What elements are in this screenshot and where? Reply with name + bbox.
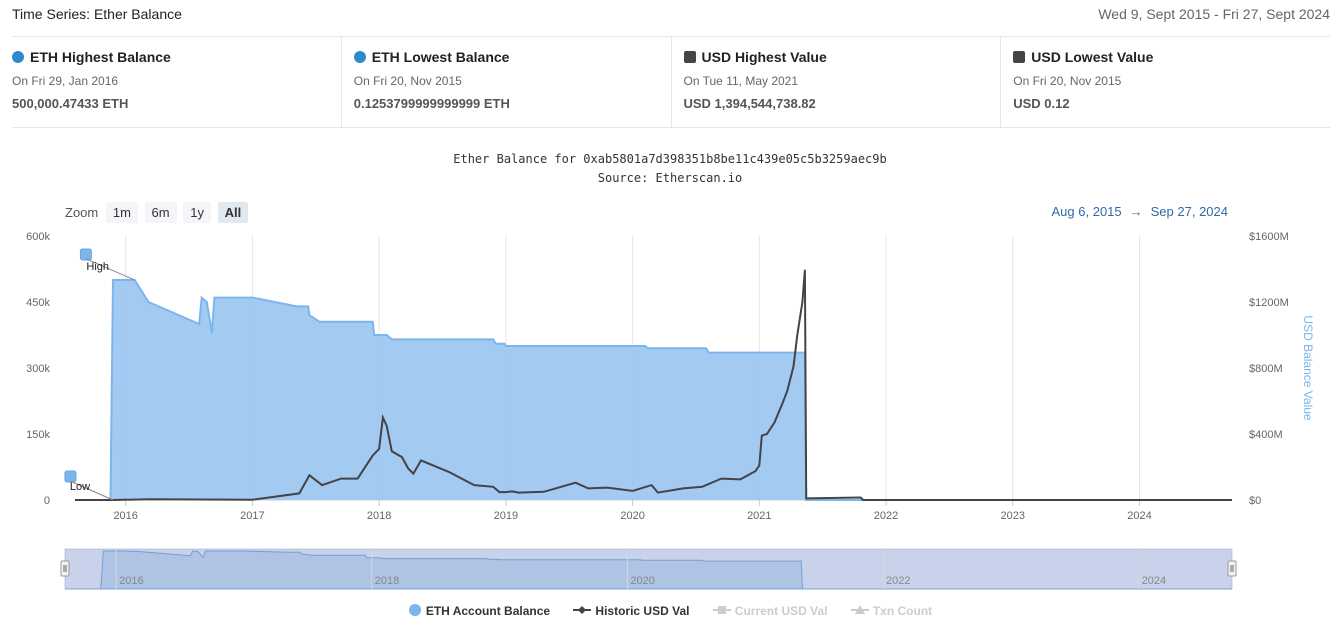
stats-row: ETH Highest Balance On Fri 29, Jan 2016 … <box>12 37 1330 128</box>
y-tick-label-left: 600k <box>26 231 50 243</box>
stat-value: 0.1253799999999999 ETH <box>353 96 510 111</box>
circle-icon <box>12 51 24 63</box>
chart-subtitle: Source: Etherscan.io <box>597 171 743 185</box>
zoom-all-button[interactable]: All <box>217 202 249 223</box>
stat-usd-highest: USD Highest Value On Tue 11, May 2021 US… <box>672 37 1002 127</box>
y-tick-label-right: $0 <box>1249 495 1261 507</box>
stat-date: On Tue 11, May 2021 <box>683 74 799 88</box>
range-from-input[interactable]: Aug 6, 2015 <box>1051 204 1122 219</box>
flag-high-label: High <box>86 261 109 273</box>
circle-icon <box>408 604 421 616</box>
y-tick-label-left: 0 <box>44 495 50 507</box>
header-date-range: Wed 9, Sept 2015 - Fri 27, Sept 2024 <box>1098 6 1330 22</box>
navigator-tick-label: 2018 <box>375 575 399 587</box>
legend: ETH Account Balance Historic USD Val Cur… <box>0 604 1340 618</box>
legend-label: Txn Count <box>872 604 933 618</box>
navigator-tick-label: 2022 <box>886 575 910 587</box>
y-tick-label-right: $400M <box>1249 429 1283 441</box>
circle-icon <box>353 51 366 63</box>
x-tick-label: 2017 <box>240 510 264 522</box>
stat-label: USD Lowest Value <box>1031 49 1154 65</box>
stat-date: On Fri 29, Jan 2016 <box>12 74 119 88</box>
square-icon <box>683 51 696 63</box>
range-to-input[interactable]: Sep 27, 2024 <box>1150 204 1228 219</box>
historic-usd-line <box>75 269 1232 501</box>
eth-balance-area <box>75 280 1232 500</box>
chart-header: Time Series: Ether Balance Wed 9, Sept 2… <box>12 0 1330 37</box>
flag-low-marker <box>64 470 77 483</box>
stat-eth-highest: ETH Highest Balance On Fri 29, Jan 2016 … <box>12 37 342 127</box>
x-tick-label: 2018 <box>367 510 391 522</box>
navigator-series <box>65 550 1232 590</box>
legend-label: Current USD Val <box>734 604 828 618</box>
y-tick-label-right: $800M <box>1249 363 1283 375</box>
range-selector: Aug 6, 2015 → Sep 27, 2024 <box>1052 204 1228 219</box>
legend-label: Historic USD Val <box>595 604 690 618</box>
x-tick-label: 2016 <box>113 510 137 522</box>
navigator-mask <box>65 549 1232 589</box>
flags-layer: High Low <box>64 248 135 501</box>
line-triangle-icon <box>850 605 869 614</box>
chart-title: Ether Balance for 0xab5801a7d398351b8be1… <box>453 152 887 166</box>
x-axis: 2016 2017 2018 2019 2020 2021 2022 2023 2024 <box>113 510 1151 522</box>
legend-item-current-usd[interactable]: Current USD Val <box>712 604 828 618</box>
x-tick-label: 2022 <box>874 510 898 522</box>
page-title: Time Series: Ether Balance <box>12 6 182 22</box>
stat-label: USD Highest Value <box>701 49 827 65</box>
square-icon <box>1013 51 1026 63</box>
legend-label: ETH Account Balance <box>425 604 551 618</box>
stat-eth-lowest: ETH Lowest Balance On Fri 20, Nov 2015 0… <box>342 37 672 127</box>
x-tick-label: 2020 <box>620 510 644 522</box>
zoom-controls: Zoom 1m 6m 1y All <box>65 202 251 223</box>
navigator-tick-label: 2024 <box>1142 575 1166 587</box>
zoom-label: Zoom <box>65 205 99 220</box>
y-tick-label-left: 450k <box>26 297 50 309</box>
zoom-6m-button[interactable]: 6m <box>144 202 177 223</box>
stat-value: USD 1,394,544,738.82 <box>683 96 816 111</box>
legend-item-eth-balance[interactable]: ETH Account Balance <box>408 604 550 618</box>
navigator[interactable]: 2016 2018 2020 2022 2024 <box>60 548 1237 590</box>
flag-high-connector <box>86 258 135 281</box>
chart-canvas: 0 150k 300k 450k 600k $0 $400M $800M $1200M $160… <box>26 231 1315 590</box>
stat-value: 500,000.47433 ETH <box>12 96 129 111</box>
y-tick-label-right: $1600M <box>1249 231 1289 243</box>
legend-item-historic-usd[interactable]: Historic USD Val <box>573 604 689 618</box>
stat-date: On Fri 20, Nov 2015 <box>1013 74 1122 88</box>
stat-label: ETH Lowest Balance <box>371 49 510 65</box>
stat-date: On Fri 20, Nov 2015 <box>353 74 462 88</box>
stat-usd-lowest: USD Lowest Value On Fri 20, Nov 2015 USD… <box>1001 37 1330 127</box>
plot-area <box>75 269 1232 501</box>
navigator-left-handle[interactable] <box>60 560 70 577</box>
stat-label: ETH Highest Balance <box>30 49 171 65</box>
navigator-tick-label: 2020 <box>630 575 654 587</box>
y-tick-label-left: 300k <box>26 363 50 375</box>
range-arrow: → <box>1129 204 1143 219</box>
flag-low-connector <box>69 480 114 501</box>
legend-item-txn-count[interactable]: Txn Count <box>850 604 933 618</box>
flag-low-label: Low <box>70 481 90 493</box>
flag-high-marker <box>79 248 92 261</box>
zoom-1m-button[interactable]: 1m <box>105 202 138 223</box>
zoom-1y-button[interactable]: 1y <box>183 202 211 223</box>
y-axis-right-title: USD Balance Value <box>1301 315 1315 420</box>
y-axis-right: $0 $400M $800M $1200M $1600M <box>1249 231 1289 507</box>
line-square-icon <box>712 606 731 614</box>
y-tick-label-left: 150k <box>26 429 50 441</box>
x-tick-label: 2024 <box>1127 510 1151 522</box>
y-axis-left: 0 150k 300k 450k 600k <box>26 231 50 507</box>
x-tick-label: 2019 <box>494 510 518 522</box>
navigator-right-handle[interactable] <box>1227 560 1237 577</box>
x-tick-label: 2021 <box>747 510 771 522</box>
eth-balance-line <box>75 279 1232 501</box>
x-tick-label: 2023 <box>1001 510 1025 522</box>
stat-value: USD 0.12 <box>1013 96 1070 111</box>
navigator-tick-label: 2016 <box>119 575 143 587</box>
line-diamond-icon <box>573 606 592 614</box>
y-tick-label-right: $1200M <box>1249 297 1289 309</box>
